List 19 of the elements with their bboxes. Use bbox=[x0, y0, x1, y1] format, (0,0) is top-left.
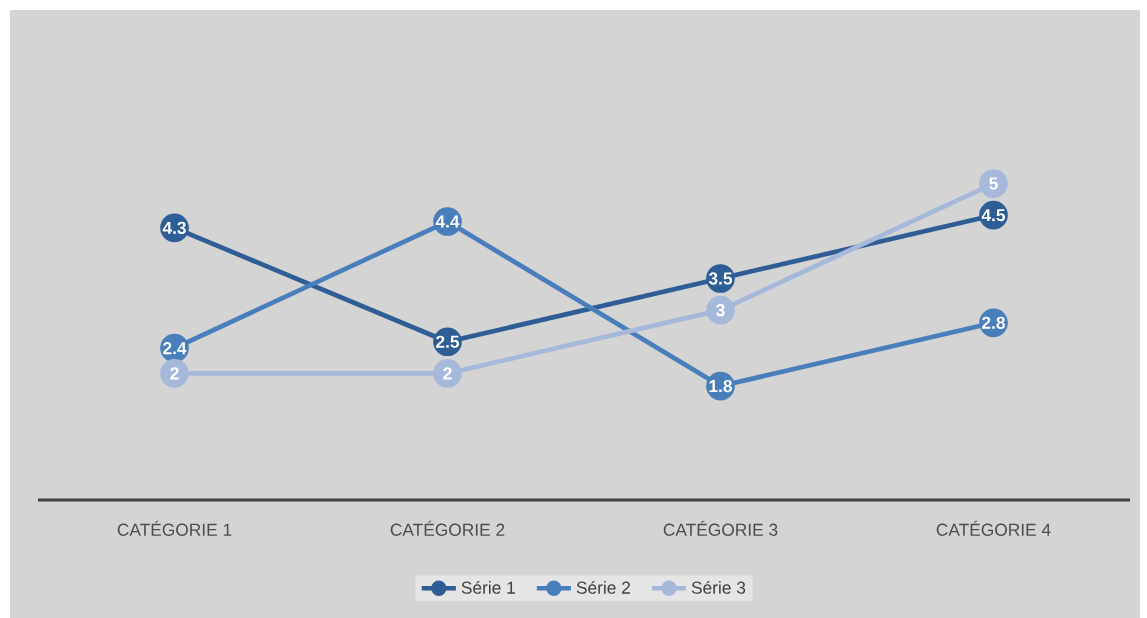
x-tick-label: CATÉGORIE 2 bbox=[390, 520, 505, 536]
x-tick-label: CATÉGORIE 3 bbox=[663, 520, 778, 536]
legend-label: Série 1 bbox=[461, 580, 515, 594]
data-label: 2.5 bbox=[436, 335, 460, 348]
x-tick-label: CATÉGORIE 4 bbox=[936, 520, 1051, 536]
data-label: 4.3 bbox=[162, 221, 186, 235]
data-label: 2.4 bbox=[163, 342, 187, 355]
legend-label: Série 3 bbox=[691, 580, 746, 594]
data-label: 4.5 bbox=[981, 209, 1006, 222]
data-label: 4.4 bbox=[435, 215, 460, 228]
data-label: 5 bbox=[989, 177, 998, 190]
data-label: 3 bbox=[716, 303, 725, 317]
data-label: 2.8 bbox=[982, 316, 1006, 329]
legend-label: Série 2 bbox=[576, 580, 630, 594]
data-label: 3.5 bbox=[708, 272, 733, 285]
data-label: 1.8 bbox=[709, 379, 733, 393]
data-label: 2 bbox=[443, 367, 452, 380]
x-tick-label: CATÉGORIE 1 bbox=[117, 520, 232, 536]
data-label: 2 bbox=[170, 367, 179, 380]
